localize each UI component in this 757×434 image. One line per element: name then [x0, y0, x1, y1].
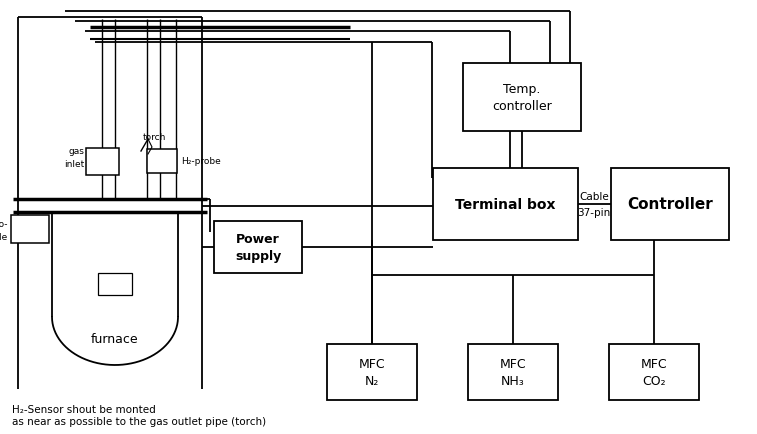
FancyBboxPatch shape	[463, 64, 581, 132]
Text: Cable: Cable	[579, 191, 609, 201]
FancyBboxPatch shape	[327, 344, 417, 400]
Text: 37-pin: 37-pin	[578, 207, 611, 217]
Text: Temp.
controller: Temp. controller	[492, 83, 552, 113]
Text: torch: torch	[143, 133, 167, 142]
Text: H₂-Sensor shout be monted: H₂-Sensor shout be monted	[12, 404, 156, 414]
Text: gas: gas	[69, 147, 85, 156]
FancyBboxPatch shape	[147, 150, 177, 174]
FancyBboxPatch shape	[86, 148, 119, 175]
FancyBboxPatch shape	[432, 169, 578, 240]
FancyBboxPatch shape	[611, 169, 729, 240]
Text: Terminal box: Terminal box	[455, 197, 555, 211]
Text: furnace: furnace	[91, 333, 139, 346]
Text: Controller: Controller	[627, 197, 713, 212]
FancyBboxPatch shape	[609, 344, 699, 400]
FancyBboxPatch shape	[11, 216, 49, 243]
Text: couple: couple	[0, 233, 8, 242]
FancyBboxPatch shape	[468, 344, 558, 400]
Text: MFC
NH₃: MFC NH₃	[500, 357, 526, 387]
Text: inlet: inlet	[64, 160, 85, 169]
Text: H₂-probe: H₂-probe	[181, 157, 221, 166]
Text: Power
supply: Power supply	[235, 233, 281, 263]
Text: as near as possible to the gas outlet pipe (torch): as near as possible to the gas outlet pi…	[12, 416, 266, 426]
FancyBboxPatch shape	[98, 273, 132, 295]
Text: MFC
N₂: MFC N₂	[359, 357, 385, 387]
Text: MFC
CO₂: MFC CO₂	[640, 357, 668, 387]
FancyBboxPatch shape	[214, 221, 302, 273]
Text: termo-: termo-	[0, 220, 8, 229]
